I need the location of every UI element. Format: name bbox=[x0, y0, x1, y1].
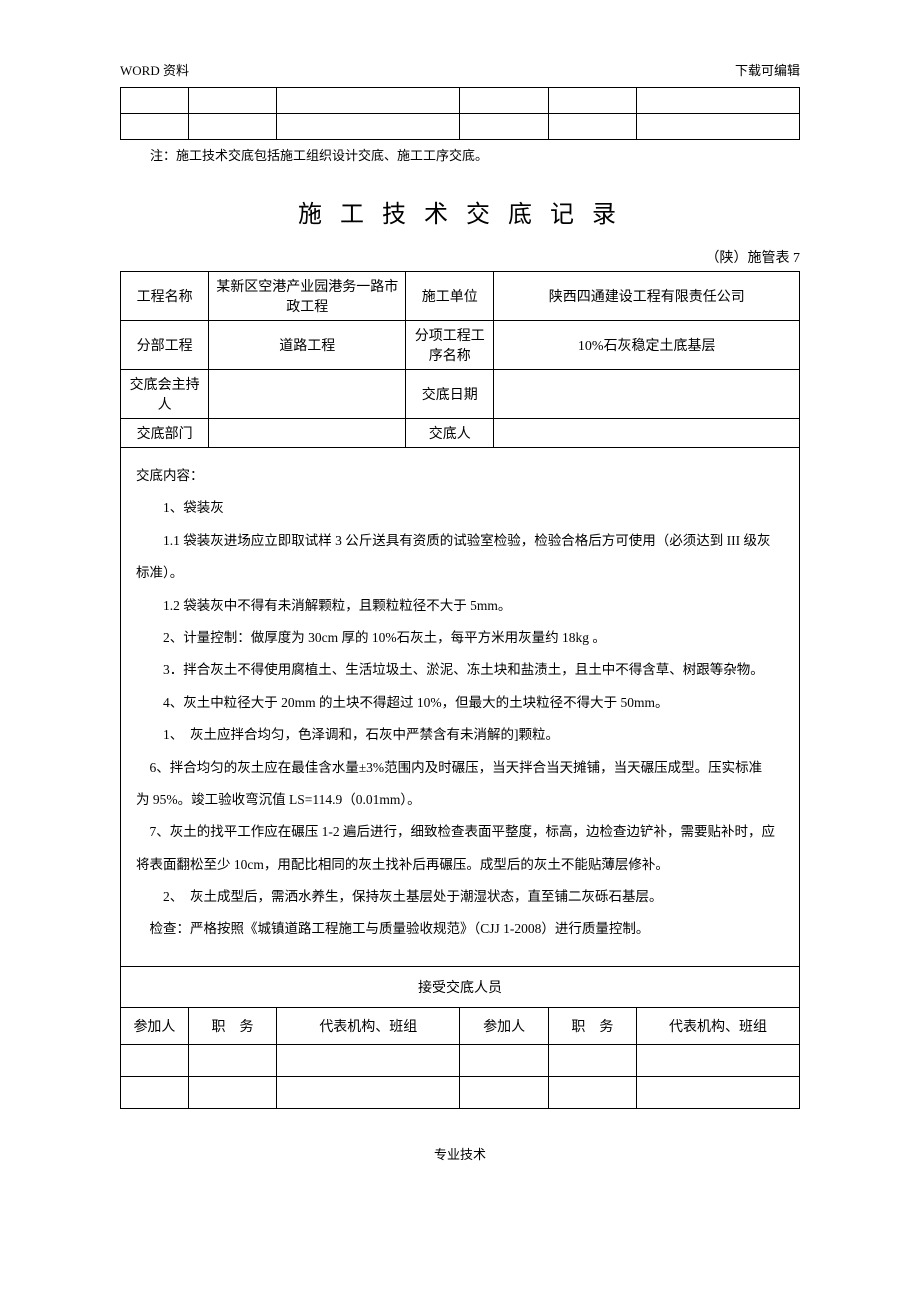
info-label: 交底日期 bbox=[406, 370, 494, 419]
info-label: 施工单位 bbox=[406, 272, 494, 321]
table-row bbox=[121, 1076, 800, 1108]
content-line: 6、拌合均匀的灰土应在最佳含水量±3%范围内及时碾压，当天拌合当天摊铺，当天碾压… bbox=[136, 752, 784, 784]
info-label: 分部工程 bbox=[121, 321, 209, 370]
content-line: 1、 灰土应拌合均匀，色泽调和，石灰中严禁含有未消解的]颗粒。 bbox=[136, 719, 784, 751]
info-value: 某新区空港产业园港务一路市政工程 bbox=[209, 272, 406, 321]
info-value bbox=[494, 370, 800, 419]
page-footer: 专业技术 bbox=[120, 1144, 800, 1163]
recv-table: 参加人 职 务 代表机构、班组 参加人 职 务 代表机构、班组 bbox=[120, 1008, 800, 1109]
page-header: WORD 资料 下载可编辑 bbox=[120, 60, 800, 79]
content-line: 1.2 袋装灰中不得有未消解颗粒，且颗粒粒径不大于 5mm。 bbox=[136, 590, 784, 622]
content-line: 1、袋装灰 bbox=[136, 492, 784, 524]
info-label: 工程名称 bbox=[121, 272, 209, 321]
info-value: 10%石灰稳定土底基层 bbox=[494, 321, 800, 370]
info-value: 道路工程 bbox=[209, 321, 406, 370]
content-line: 2、计量控制：做厚度为 30cm 厚的 10%石灰土，每平方米用灰量约 18kg… bbox=[136, 622, 784, 654]
info-label: 交底部门 bbox=[121, 419, 209, 448]
content-line: 检查：严格按照《城镇道路工程施工与质量验收规范》（CJJ 1-2008）进行质量… bbox=[136, 913, 784, 945]
content-line: 2、 灰土成型后，需洒水养生，保持灰土基层处于潮湿状态，直至铺二灰砾石基层。 bbox=[136, 881, 784, 913]
content-line: 标准）。 bbox=[136, 557, 784, 589]
note-text: 注：施工技术交底包括施工组织设计交底、施工工序交底。 bbox=[120, 145, 800, 164]
info-value bbox=[209, 370, 406, 419]
content-body: 交底内容： 1、袋装灰 1.1 袋装灰进场应立即取试样 3 公斤送具有资质的试验… bbox=[120, 448, 800, 967]
header-right: 下载可编辑 bbox=[735, 60, 800, 79]
document-title: 施 工 技 术 交 底 记 录 bbox=[120, 194, 800, 229]
content-line: 为 95%。竣工验收弯沉值 LS=114.9（0.01mm）。 bbox=[136, 784, 784, 816]
content-line: 4、灰土中粒径大于 20mm 的土块不得超过 10%，但最大的土块粒径不得大于 … bbox=[136, 687, 784, 719]
content-line: 1.1 袋装灰进场应立即取试样 3 公斤送具有资质的试验室检验，检验合格后方可使… bbox=[136, 525, 784, 557]
table-row bbox=[121, 1044, 800, 1076]
recv-title: 接受交底人员 bbox=[120, 967, 800, 1008]
recv-header: 职 务 bbox=[548, 1008, 636, 1045]
recv-header: 代表机构、班组 bbox=[637, 1008, 800, 1045]
info-value: 陕西四通建设工程有限责任公司 bbox=[494, 272, 800, 321]
content-heading: 交底内容： bbox=[136, 460, 784, 492]
info-value bbox=[494, 419, 800, 448]
info-value bbox=[209, 419, 406, 448]
content-line: 3．拌合灰土不得使用腐植土、生活垃圾土、淤泥、冻土块和盐渍土，且土中不得含草、树… bbox=[136, 654, 784, 686]
info-label: 分项工程工序名称 bbox=[406, 321, 494, 370]
document-subtitle: （陕）施管表 7 bbox=[120, 247, 800, 267]
recv-header: 职 务 bbox=[188, 1008, 276, 1045]
content-line: 7、灰土的找平工作应在碾压 1-2 遍后进行，细致检查表面平整度，标高，边检查边… bbox=[136, 816, 784, 848]
recv-header: 参加人 bbox=[121, 1008, 189, 1045]
recv-header: 参加人 bbox=[460, 1008, 548, 1045]
top-empty-table bbox=[120, 87, 800, 140]
recv-header: 代表机构、班组 bbox=[277, 1008, 460, 1045]
info-label: 交底会主持人 bbox=[121, 370, 209, 419]
content-line: 将表面翻松至少 10cm，用配比相同的灰土找补后再碾压。成型后的灰土不能贴薄层修… bbox=[136, 849, 784, 881]
info-table: 工程名称 某新区空港产业园港务一路市政工程 施工单位 陕西四通建设工程有限责任公… bbox=[120, 271, 800, 448]
info-label: 交底人 bbox=[406, 419, 494, 448]
header-left: WORD 资料 bbox=[120, 60, 189, 79]
